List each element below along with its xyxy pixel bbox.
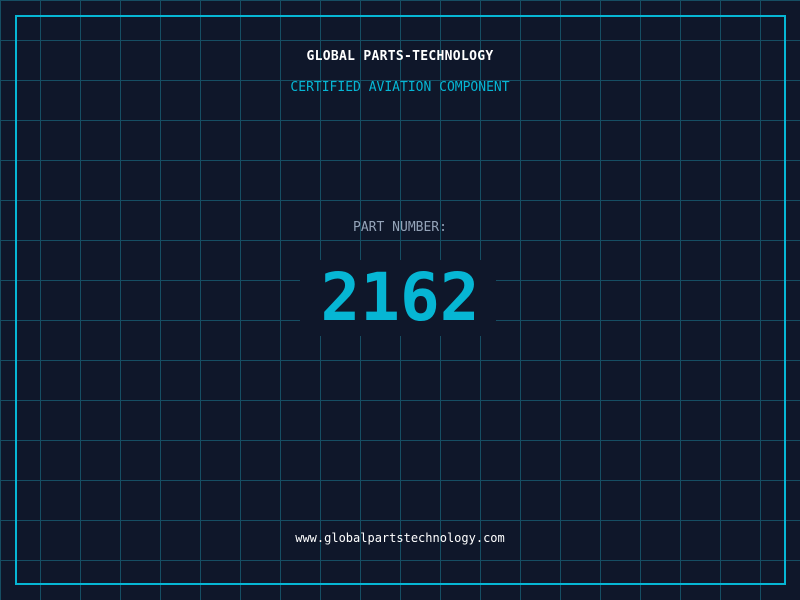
part-number-value: 2162	[320, 259, 480, 336]
company-title: GLOBAL PARTS-TECHNOLOGY	[306, 49, 494, 64]
part-number-label: PART NUMBER:	[353, 220, 447, 235]
border-frame	[15, 15, 786, 585]
certification-subtitle: CERTIFIED AVIATION COMPONENT	[290, 80, 510, 95]
part-number-backdrop	[300, 260, 496, 336]
website-link[interactable]: www.globalpartstechnology.com	[295, 531, 505, 545]
